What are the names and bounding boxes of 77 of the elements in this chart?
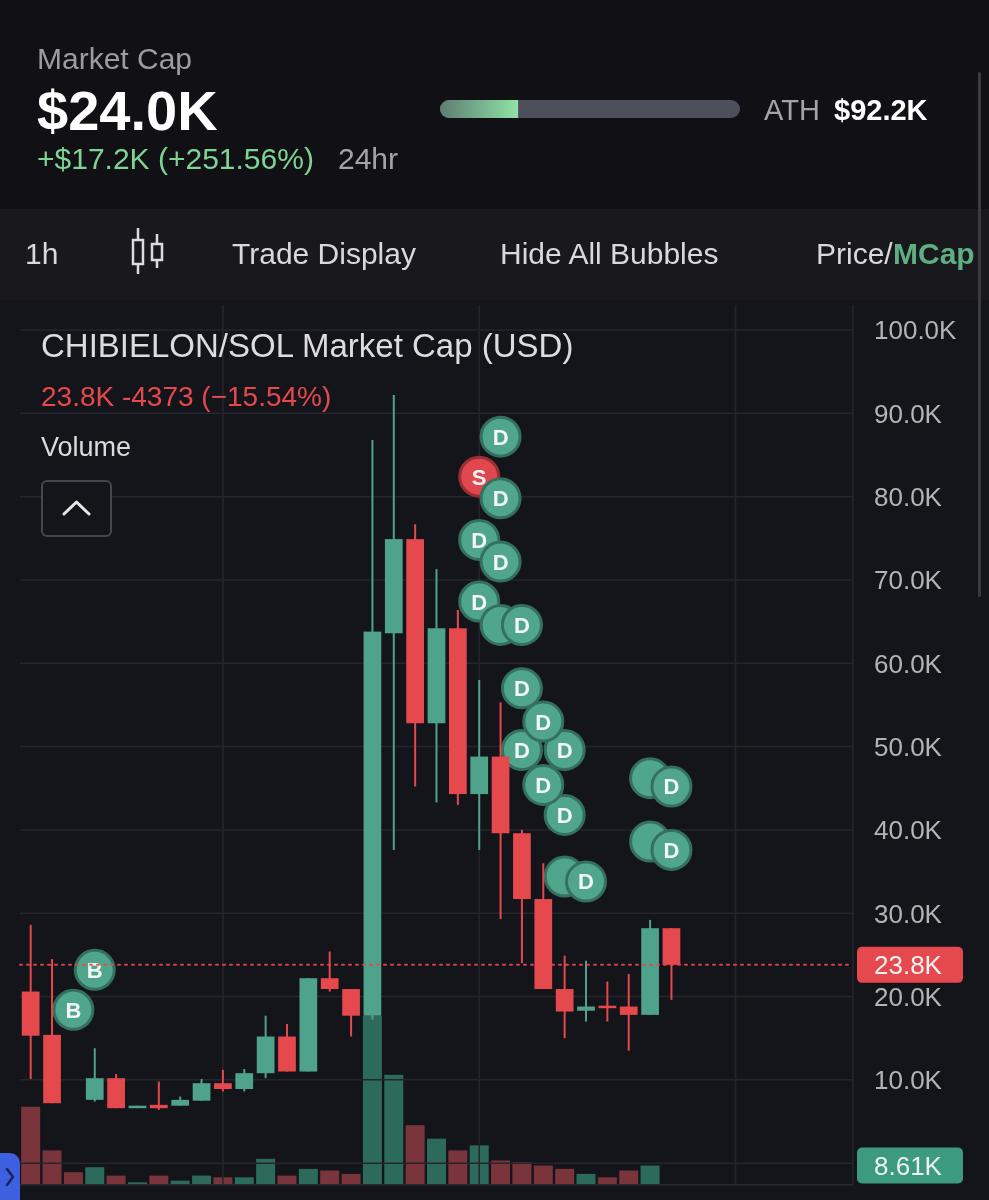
y-tick-label: 60.0K [874, 648, 943, 679]
text: D [535, 772, 552, 798]
series-label: D [513, 612, 530, 638]
bar [597, 1177, 617, 1184]
bar [106, 1175, 126, 1184]
series-label: D [492, 549, 509, 575]
bar [277, 1175, 297, 1184]
candlestick [214, 1068, 232, 1093]
y-tick-label: 100.0K [874, 315, 958, 346]
bar [256, 1158, 276, 1184]
text: D [556, 737, 573, 763]
y-tick-label: 90.0K [874, 398, 943, 429]
text: Trade Display [232, 237, 416, 270]
bar [576, 1173, 596, 1184]
candlestick [85, 1047, 104, 1103]
bar [234, 1177, 254, 1184]
bar [192, 1175, 212, 1184]
candlestick [619, 973, 638, 1052]
text: D [471, 589, 488, 615]
text: D [492, 424, 509, 450]
bar [298, 1168, 318, 1184]
bar [384, 1074, 404, 1184]
text: Hide All Bubbles [500, 237, 719, 270]
bar [427, 1138, 446, 1184]
text: Price/ [816, 237, 894, 270]
bar [213, 1177, 233, 1184]
bar [405, 1125, 425, 1184]
text: D [556, 802, 573, 828]
text: MCap [893, 237, 975, 270]
series-label: D [663, 837, 680, 863]
bar [21, 1106, 41, 1184]
series-label: B [65, 997, 82, 1023]
bar [512, 1162, 532, 1184]
bar [619, 1170, 639, 1184]
text: 23.8K -4373 (−15.54%) [41, 381, 332, 412]
ref-line-label: 23.8K [874, 950, 943, 981]
y-tick-label: 80.0K [874, 481, 943, 512]
candlestick [577, 959, 595, 1023]
text: 24hr [338, 142, 399, 175]
text: D [492, 486, 509, 512]
y-tick-label: 30.0K [874, 898, 943, 929]
bar [320, 1170, 340, 1184]
text: D [513, 737, 530, 763]
series-label: D [663, 774, 680, 800]
bar [149, 1175, 169, 1184]
bar [555, 1168, 575, 1184]
y-tick-label: 70.0K [874, 565, 943, 596]
text: ATH [764, 94, 820, 126]
candlestick [192, 1078, 211, 1102]
text: CHIBIELON/SOL Market Cap (USD) [41, 327, 574, 364]
series-label: S [471, 464, 487, 490]
text: 8.61K [874, 1150, 943, 1181]
text: B [86, 957, 103, 983]
bar [341, 1173, 361, 1184]
y-tick-label: 40.0K [874, 815, 943, 846]
y-tick-label: 10.0K [874, 1065, 943, 1096]
annotation: Volume [41, 432, 132, 462]
text: D [578, 869, 594, 895]
text: D [513, 676, 530, 702]
bar [85, 1167, 105, 1184]
bar [491, 1160, 511, 1184]
bar [640, 1165, 660, 1184]
text: D [471, 527, 488, 553]
bar [533, 1165, 553, 1184]
text: 1h [25, 237, 59, 270]
text: $92.2K [834, 94, 928, 126]
text: D [535, 709, 552, 735]
y-tick-label: 20.0K [874, 981, 943, 1012]
bar [448, 1150, 468, 1184]
bar [42, 1150, 62, 1184]
y-tick-label: 50.0K [874, 731, 943, 762]
text: +$17.2K (+251.56%) [37, 142, 314, 175]
bar [63, 1172, 83, 1184]
candlestick [149, 1080, 168, 1111]
text: Market Cap [37, 42, 193, 75]
candlestick [235, 1068, 254, 1093]
text: $24.0K [37, 79, 218, 142]
